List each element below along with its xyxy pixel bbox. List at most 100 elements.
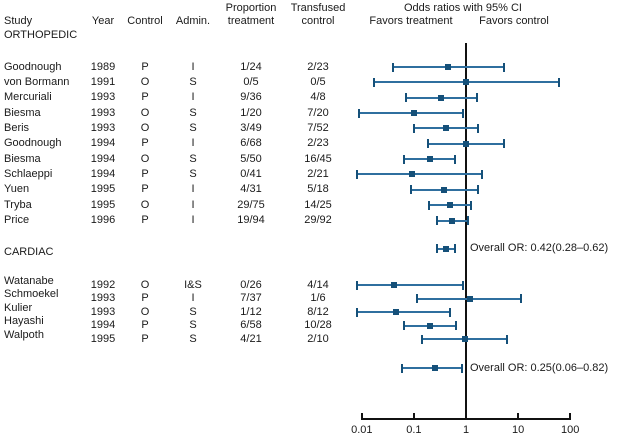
axis-tick-label: 100 (561, 424, 580, 436)
proportion-treatment: 4/31 (240, 183, 262, 196)
proportion-treatment: 6/68 (240, 137, 262, 150)
ci-cap-left (356, 280, 358, 290)
admin-route: I (191, 60, 195, 73)
or-marker (463, 79, 469, 86)
or-marker (427, 322, 434, 329)
admin-route: I (191, 198, 195, 211)
ci-cap-left (391, 62, 394, 72)
ci-cap-left (404, 93, 407, 103)
column-header-year: Year (91, 15, 115, 27)
transfused-control: 29/92 (304, 214, 332, 226)
study-name: Walpoth (4, 328, 44, 341)
ci-cap-left (403, 321, 406, 330)
control-type: O (140, 198, 150, 211)
transfused-control: 2/23 (307, 137, 329, 150)
column-header-proportion-line2: treatment (227, 15, 275, 27)
proportion-treatment: 0/26 (240, 278, 262, 291)
admin-route: S (189, 106, 197, 119)
study-year: 1994 (90, 137, 116, 150)
study-year: 1992 (90, 278, 116, 291)
admin-route: I (191, 292, 195, 304)
ci-cap-right (481, 169, 484, 179)
or-marker (449, 217, 456, 224)
ci-line (357, 311, 450, 313)
favors-control-label: Favors control (479, 15, 549, 27)
study-name: Biesma (4, 152, 41, 165)
study-year: 1995 (90, 183, 116, 196)
transfused-control: 7/52 (307, 121, 329, 134)
or-marker (431, 365, 438, 371)
study-year: 1989 (90, 60, 116, 73)
or-marker (409, 171, 416, 178)
control-type: O (140, 121, 150, 134)
ci-cap-left (356, 307, 358, 317)
study-name: Goodnough (4, 137, 62, 150)
admin-route: S (189, 121, 197, 134)
or-marker (466, 295, 473, 302)
proportion-treatment: 0/41 (240, 167, 262, 180)
ci-cap-right (455, 321, 458, 330)
study-year: 1993 (90, 121, 116, 134)
study-year: 1994 (90, 319, 116, 331)
transfused-control: 2/23 (307, 60, 329, 73)
study-name: Goodnough (4, 60, 62, 73)
ci-cap-right (453, 154, 456, 164)
transfused-control: 2/21 (307, 167, 329, 180)
ci-cap-right (506, 334, 509, 344)
or-marker (443, 125, 450, 132)
transfused-control: 2/10 (307, 332, 329, 345)
overall-or-label: Overall OR: 0.42(0.28–0.62) (470, 242, 609, 254)
proportion-treatment: 4/21 (240, 332, 262, 345)
admin-route: S (189, 75, 197, 88)
ci-cap-left (420, 334, 423, 344)
section-label: ORTHOPEDIC (4, 28, 78, 41)
axis-tick (413, 413, 415, 419)
axis-tick-label: 1 (462, 424, 470, 436)
control-type: O (140, 106, 150, 119)
admin-route: I (191, 137, 195, 150)
ci-cap-left (436, 244, 439, 253)
column-header-transfused-line1: Transfused (290, 2, 346, 14)
control-type: P (141, 183, 149, 196)
transfused-control: 7/20 (307, 106, 329, 119)
ci-cap-left (403, 154, 406, 164)
study-name: Beris (4, 121, 30, 134)
transfused-control: 0/5 (310, 75, 326, 88)
ci-cap-left (401, 363, 404, 373)
admin-route: S (189, 167, 197, 180)
ci-line (357, 173, 483, 176)
control-type: O (140, 278, 150, 291)
ci-cap-right (466, 216, 469, 225)
or-marker (392, 309, 399, 315)
ci-cap-right (460, 363, 463, 373)
ci-cap-right (520, 294, 523, 303)
plot-title: Odds ratios with 95% CI (404, 2, 522, 14)
ci-cap-left (428, 200, 431, 210)
ci-cap-right (475, 93, 478, 103)
admin-route: S (189, 319, 197, 331)
axis-tick (361, 413, 363, 419)
transfused-control: 1/6 (310, 292, 326, 304)
proportion-treatment: 1/20 (240, 106, 262, 119)
axis-tick (569, 413, 571, 419)
column-header-study: Study (4, 15, 33, 27)
or-marker (426, 156, 433, 163)
ci-cap-left (412, 123, 415, 133)
study-name: Tryba (4, 198, 32, 211)
or-marker (410, 110, 417, 117)
proportion-treatment: 9/36 (240, 91, 262, 104)
ci-cap-right (477, 123, 480, 133)
axis-tick-label: 10 (511, 424, 525, 436)
admin-route: I (191, 183, 195, 196)
study-name: Schmoekel (4, 288, 59, 300)
or-marker (463, 140, 470, 147)
study-name: von Bormann (4, 75, 70, 88)
ci-cap-left (436, 216, 439, 225)
study-name: Yuen (4, 183, 30, 196)
study-name: Hayashi (4, 315, 44, 327)
study-year: 1994 (90, 152, 116, 165)
proportion-treatment: 7/37 (240, 292, 262, 304)
column-header-admin: Admin. (175, 15, 211, 27)
or-marker (441, 186, 448, 193)
